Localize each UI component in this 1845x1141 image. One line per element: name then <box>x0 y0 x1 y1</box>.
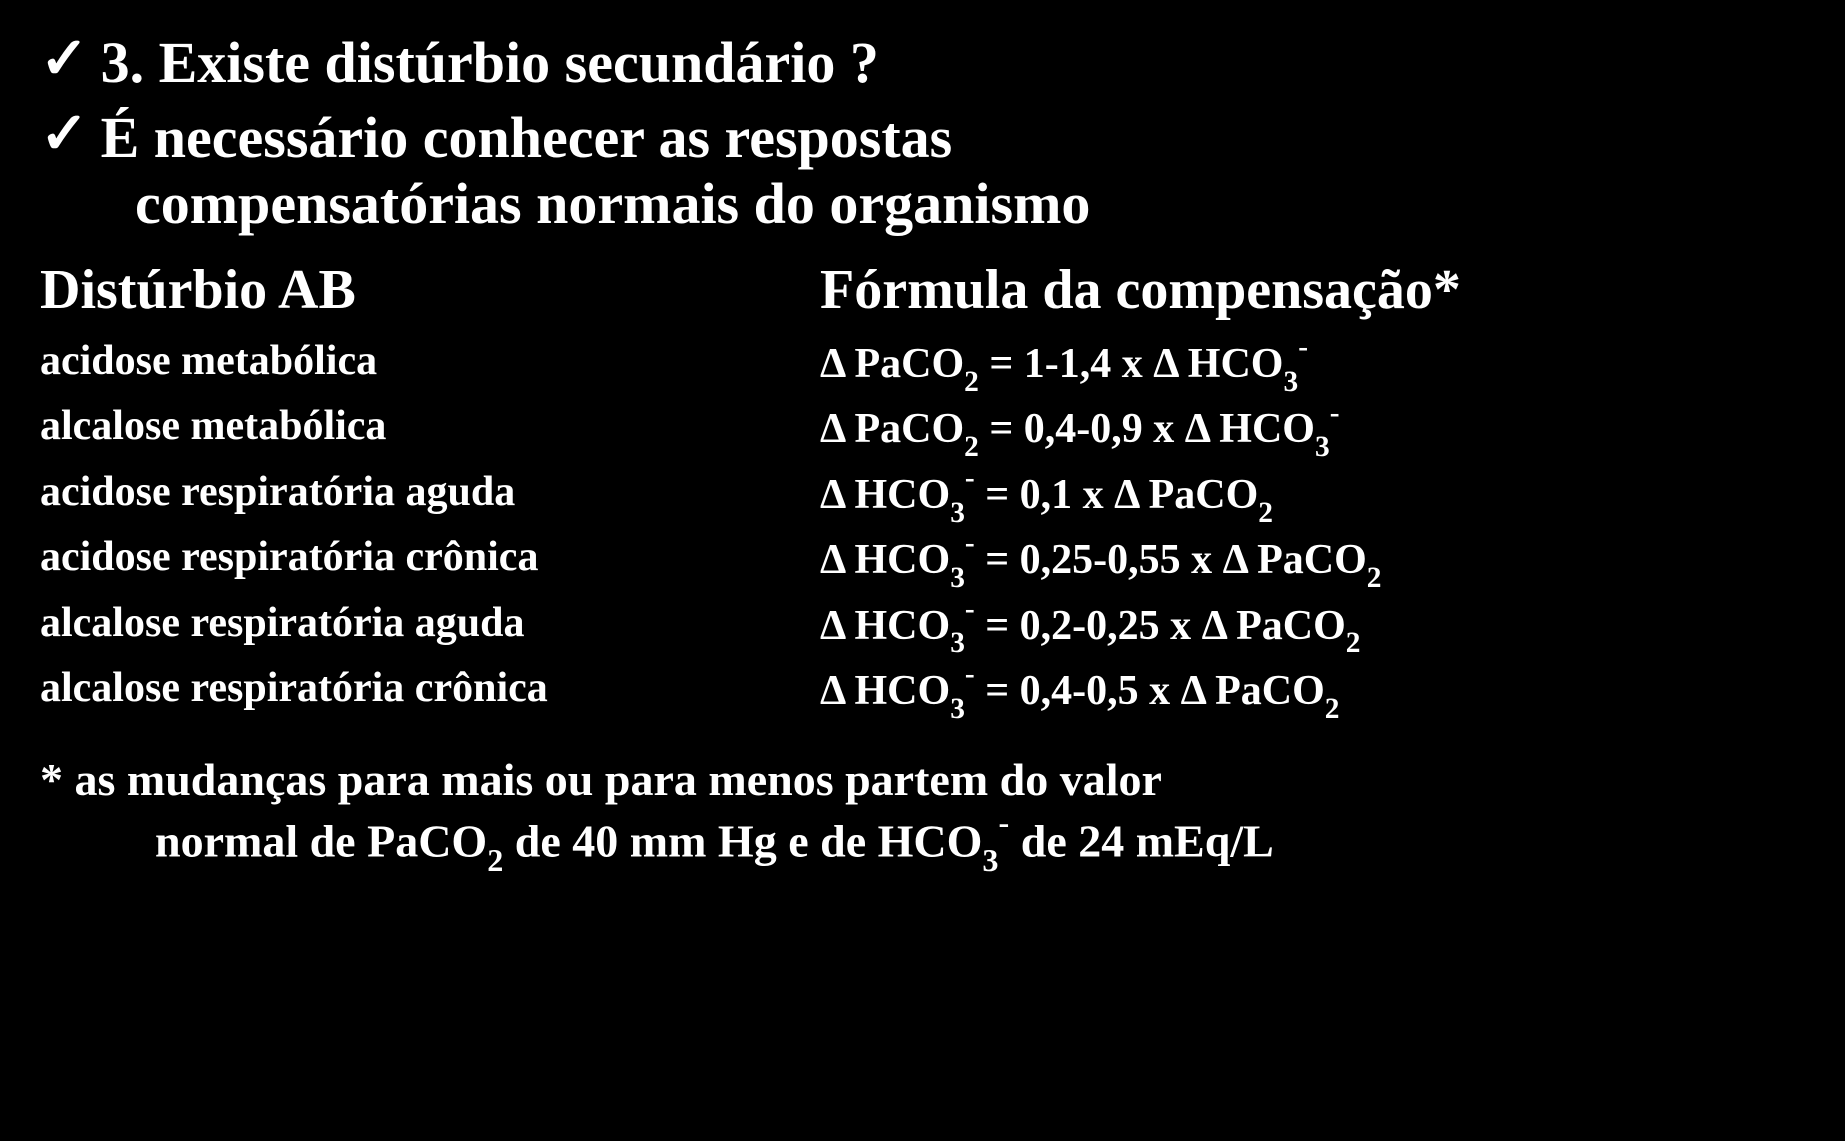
checkmark-icon: ✓ <box>40 105 89 163</box>
formula-cell: Δ HCO3- = 0,2-0,25 x Δ PaCO2 <box>820 599 1805 656</box>
footnote: * as mudanças para mais ou para menos pa… <box>40 751 1805 875</box>
table-row: alcalose respiratória crônica Δ HCO3- = … <box>40 664 1805 721</box>
formula-text: Δ HCO3- = 0,2-0,25 x Δ PaCO2 <box>820 603 1360 649</box>
header-formula-text: Fórmula da compensação* <box>820 259 1461 321</box>
disturbio-text: acidose metabólica <box>40 338 377 384</box>
disturbio-text: alcalose metabólica <box>40 403 386 449</box>
table-row: alcalose respiratória aguda Δ HCO3- = 0,… <box>40 599 1805 656</box>
formula-text: Δ HCO3- = 0,4-0,5 x Δ PaCO2 <box>820 668 1339 714</box>
header-disturbio-text: Distúrbio AB <box>40 259 356 321</box>
table-row: acidose respiratória crônica Δ HCO3- = 0… <box>40 533 1805 590</box>
table-row: acidose metabólica Δ PaCO2 = 1-1,4 x Δ H… <box>40 337 1805 394</box>
disturbio-cell: acidose respiratória aguda <box>40 468 820 525</box>
checkmark-icon: ✓ <box>40 30 89 88</box>
footnote-line1: * as mudanças para mais ou para menos pa… <box>40 751 1805 809</box>
table-row: alcalose metabólica Δ PaCO2 = 0,4-0,9 x … <box>40 402 1805 459</box>
formula-cell: Δ HCO3- = 0,4-0,5 x Δ PaCO2 <box>820 664 1805 721</box>
header-disturbio: Distúrbio AB <box>40 258 820 322</box>
formula-cell: Δ PaCO2 = 0,4-0,9 x Δ HCO3- <box>820 402 1805 459</box>
bullet-text-2-line1: É necessário conhecer as respostas <box>101 105 953 172</box>
disturbio-cell: alcalose respiratória crônica <box>40 664 820 721</box>
table-row: acidose respiratória aguda Δ HCO3- = 0,1… <box>40 468 1805 525</box>
formula-cell: Δ HCO3- = 0,1 x Δ PaCO2 <box>820 468 1805 525</box>
footnote-line2: normal de PaCO2 de 40 mm Hg e de HCO3- d… <box>40 809 1805 876</box>
header-formula: Fórmula da compensação* <box>820 258 1805 322</box>
formula-cell: Δ HCO3- = 0,25-0,55 x Δ PaCO2 <box>820 533 1805 590</box>
formula-text: Δ HCO3- = 0,1 x Δ PaCO2 <box>820 472 1273 518</box>
bullet-item-2: ✓ É necessário conhecer as respostas <box>40 105 1805 172</box>
bullet-item-1: ✓ 3. Existe distúrbio secundário ? <box>40 30 1805 97</box>
disturbio-text: alcalose respiratória crônica <box>40 665 548 711</box>
bullet-text-2-line2: compensatórias normais do organismo <box>135 171 1090 236</box>
disturbio-text: acidose respiratória aguda <box>40 469 515 515</box>
table-header-row: Distúrbio AB Fórmula da compensação* <box>40 258 1805 322</box>
formula-text: Δ HCO3- = 0,25-0,55 x Δ PaCO2 <box>820 537 1381 583</box>
formula-cell: Δ PaCO2 = 1-1,4 x Δ HCO3- <box>820 337 1805 394</box>
disturbio-cell: alcalose respiratória aguda <box>40 599 820 656</box>
disturbio-cell: alcalose metabólica <box>40 402 820 459</box>
disturbio-cell: acidose respiratória crônica <box>40 533 820 590</box>
disturbio-text: acidose respiratória crônica <box>40 534 538 580</box>
disturbio-cell: acidose metabólica <box>40 337 820 394</box>
disturbio-text: alcalose respiratória aguda <box>40 600 525 646</box>
formula-text: Δ PaCO2 = 1-1,4 x Δ HCO3- <box>820 341 1308 387</box>
formula-text: Δ PaCO2 = 0,4-0,9 x Δ HCO3- <box>820 406 1339 452</box>
bullet-item-2-continuation: compensatórias normais do organismo <box>40 171 1805 238</box>
bullet-text-1: 3. Existe distúrbio secundário ? <box>101 30 879 97</box>
